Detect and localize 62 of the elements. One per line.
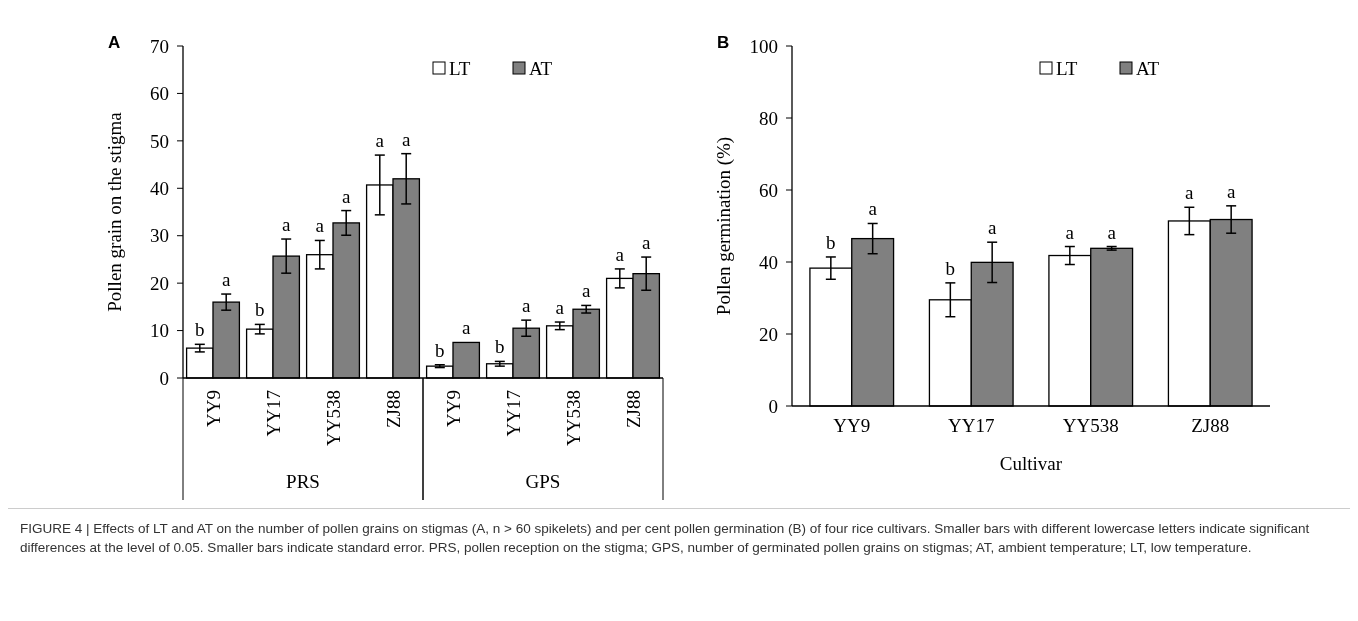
data-label: a [461, 317, 471, 339]
chart-title: A [108, 33, 121, 52]
x-tick-label: YY17 [262, 390, 284, 437]
x-tick-label: YY9 [202, 390, 224, 427]
data-label: a [281, 214, 291, 236]
x-tick-label: ZJ88 [1191, 415, 1230, 436]
y-tick-label: 40 [150, 177, 169, 199]
data-label: b [255, 299, 265, 321]
y-tick-label: 60 [150, 83, 169, 105]
y-tick-label: 70 [150, 35, 169, 57]
y-tick-label: 80 [759, 107, 778, 129]
legend-label: AT [1136, 57, 1160, 79]
data-label: a [641, 232, 651, 254]
y-tick-label: 30 [150, 225, 169, 247]
data-label: b [826, 231, 836, 253]
chart-title: B [717, 33, 730, 52]
x-tick-label: YY9 [442, 390, 464, 427]
data-label: a [987, 217, 997, 239]
x-tick-label: YY538 [322, 390, 344, 446]
data-label: b [945, 257, 956, 279]
y-tick-label: 10 [150, 320, 169, 342]
legend-label: LT [1056, 57, 1078, 79]
y-tick-label: 100 [749, 35, 778, 57]
data-label: a [615, 243, 625, 265]
x-tick-label: ZJ88 [622, 390, 644, 428]
data-label: a [1185, 182, 1195, 204]
x-tick-label: YY17 [502, 390, 524, 437]
legend-label: LT [449, 57, 471, 79]
y-tick-label: 60 [759, 179, 778, 201]
data-label: b [495, 336, 505, 358]
x-tick-label: YY9 [833, 415, 871, 436]
legend-label: AT [529, 57, 553, 79]
x-axis-title: Cultivar [999, 453, 1063, 474]
y-tick-label: 20 [150, 272, 169, 294]
data-label: a [581, 280, 591, 302]
x-tick-label: YY17 [948, 415, 995, 436]
x-tick-label: YY538 [1062, 415, 1119, 436]
y-tick-label: 0 [768, 395, 778, 417]
y-axis-title: Pollen germination (%) [713, 136, 735, 316]
y-tick-label: 50 [150, 130, 169, 152]
y-tick-label: 20 [759, 323, 778, 345]
data-label: a [555, 297, 565, 319]
data-label: a [375, 130, 385, 152]
data-label: a [1226, 180, 1236, 202]
data-label: a [401, 128, 411, 150]
data-label: a [315, 215, 325, 237]
text: PRS [286, 471, 320, 492]
data-label: a [221, 269, 231, 291]
x-tick-label: ZJ88 [382, 390, 404, 428]
data-label: a [1107, 221, 1117, 243]
x-tick-label: YY538 [562, 390, 584, 446]
data-label: b [195, 319, 205, 341]
y-tick-label: 40 [759, 251, 778, 273]
y-tick-label: 0 [159, 367, 169, 389]
data-label: b [435, 339, 445, 361]
text: GPS [525, 471, 561, 492]
y-axis-title: Pollen grain on the stigma [104, 111, 125, 312]
caption: FIGURE 4 | Effects of LT and AT on the number of pollen grains on stigmas (A, n > 60 spikelets) and per cent pollen germination (B) of four rice cultivars. Smaller bars with different lowercase letters indicate significant differences at the level of 0.05. Smaller bars indicate standard error. PRS, pollen reception on the stigma; GPS, number of germinated pollen grains on stigmas; AT, ambient temperature; LT, low temperature. [20, 520, 1311, 557]
data-label: a [521, 295, 531, 317]
data-label: a [341, 185, 351, 207]
data-label: a [868, 198, 878, 220]
data-label: a [1065, 221, 1075, 243]
